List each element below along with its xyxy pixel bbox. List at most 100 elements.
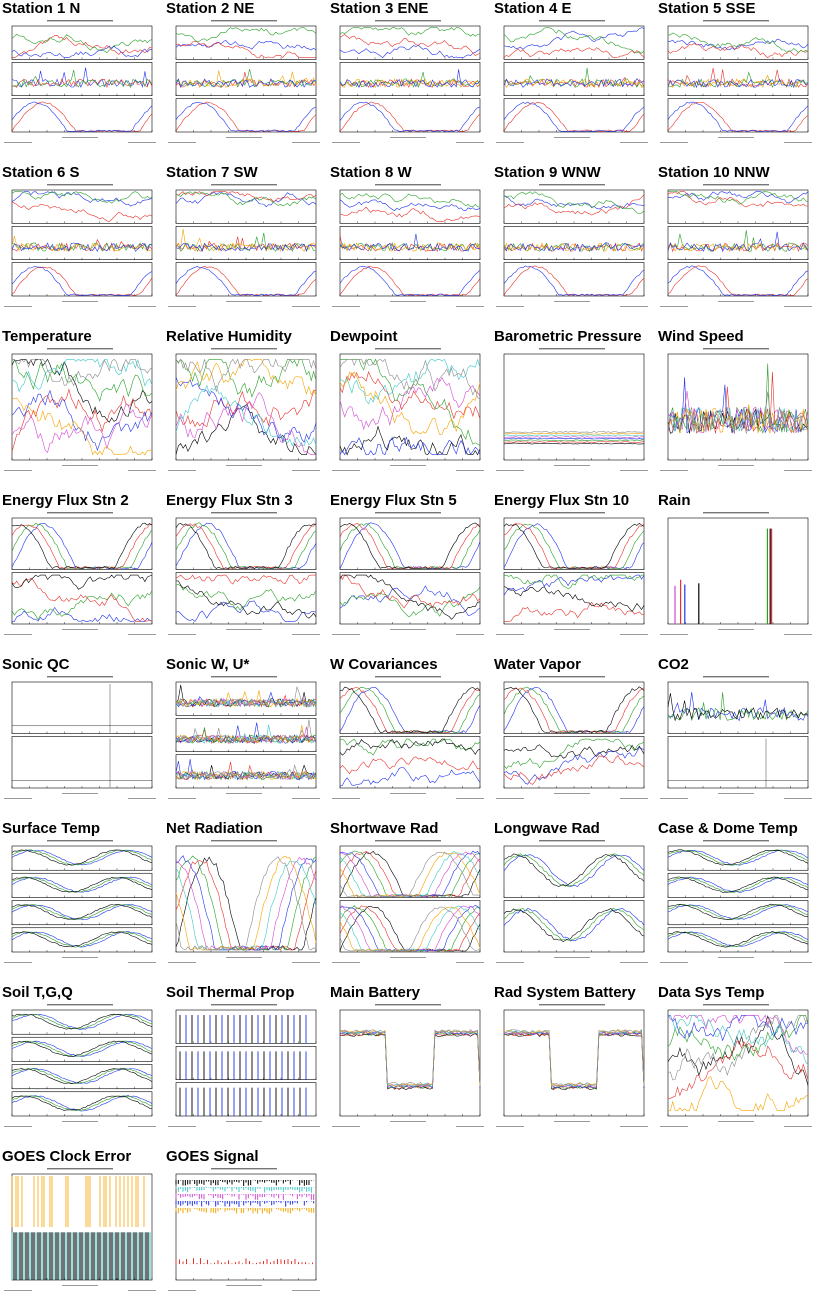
plot-title-link[interactable]: Soil Thermal Prop — [166, 984, 295, 1001]
trace-line — [339, 522, 481, 569]
trace-line — [339, 192, 481, 208]
plot-title-link[interactable]: Station 10 NNW — [658, 164, 770, 181]
plot-thumbnail[interactable] — [494, 674, 650, 802]
plot-title-link[interactable]: Data Sys Temp — [658, 984, 765, 1001]
plot-thumbnail[interactable] — [166, 510, 322, 638]
plot-thumbnail[interactable] — [658, 18, 814, 146]
plot-title-link[interactable]: Energy Flux Stn 5 — [330, 492, 457, 509]
plot-thumbnail[interactable] — [330, 1002, 486, 1130]
plot-title-link[interactable]: Dewpoint — [330, 328, 398, 345]
trace-line — [503, 27, 645, 54]
plot-thumbnail[interactable] — [658, 182, 814, 310]
plot-thumbnail[interactable] — [658, 674, 814, 802]
plot-title-link[interactable]: Surface Temp — [2, 820, 101, 837]
plot-tile: Energy Flux Stn 3 — [164, 492, 324, 642]
plot-title-link[interactable]: Energy Flux Stn 2 — [2, 492, 129, 509]
plot-title-link[interactable]: Station 4 E — [494, 0, 572, 17]
plot-image — [168, 676, 320, 799]
plot-thumbnail[interactable] — [166, 18, 322, 146]
plot-thumbnail[interactable] — [658, 838, 814, 966]
plot-thumbnail[interactable] — [2, 510, 158, 638]
plot-thumbnail[interactable] — [2, 18, 158, 146]
trace-line — [339, 371, 481, 420]
plot-thumbnail[interactable] — [658, 1002, 814, 1130]
plot-title-link[interactable]: Station 5 SSE — [658, 0, 756, 17]
plot-title-link[interactable]: Net Radiation — [166, 820, 263, 837]
plot-title-link[interactable]: CO2 — [658, 656, 689, 673]
plot-thumbnail[interactable] — [2, 182, 158, 310]
plot-thumbnail[interactable] — [658, 346, 814, 474]
plot-image — [4, 676, 156, 799]
plot-title-link[interactable]: Station 7 SW — [166, 164, 258, 181]
plot-title-link[interactable]: Station 9 WNW — [494, 164, 601, 181]
plot-thumbnail[interactable] — [658, 510, 814, 638]
plot-thumbnail[interactable] — [330, 346, 486, 474]
trace-line — [175, 27, 317, 43]
plot-title-link[interactable]: Rad System Battery — [494, 984, 636, 1001]
plot-thumbnail[interactable] — [166, 1166, 322, 1294]
trace-line — [339, 1031, 481, 1089]
plot-title-link[interactable]: W Covariances — [330, 656, 438, 673]
plot-title-link[interactable]: Sonic W, U* — [166, 656, 250, 673]
plot-title-link[interactable]: Shortwave Rad — [330, 820, 439, 837]
plot-thumbnail[interactable] — [330, 18, 486, 146]
trace-line — [339, 266, 481, 296]
plot-thumbnail[interactable] — [2, 1166, 158, 1294]
plot-title-link[interactable]: Soil T,G,Q — [2, 984, 73, 1001]
plot-title-link[interactable]: Relative Humidity — [166, 328, 292, 345]
trace-line — [667, 876, 809, 893]
plot-thumbnail[interactable] — [166, 674, 322, 802]
trace-line — [12, 238, 153, 252]
plot-tile: Station 6 S — [0, 164, 160, 314]
plot-title-link[interactable]: Barometric Pressure — [494, 328, 642, 345]
plot-thumbnail[interactable] — [494, 18, 650, 146]
panel-frame — [339, 25, 481, 60]
plot-image — [496, 348, 648, 471]
trace-line — [339, 358, 481, 405]
plot-title-link[interactable]: Sonic QC — [2, 656, 70, 673]
plot-image — [332, 676, 484, 799]
plot-title-link[interactable]: Station 6 S — [2, 164, 80, 181]
plot-title-link[interactable]: Temperature — [2, 328, 92, 345]
plot-thumbnail[interactable] — [330, 182, 486, 310]
trace-line — [667, 265, 809, 296]
plot-thumbnail[interactable] — [330, 510, 486, 638]
plot-thumbnail[interactable] — [494, 346, 650, 474]
trace-line — [667, 391, 809, 435]
plot-title-link[interactable]: Main Battery — [330, 984, 421, 1001]
plot-title-link[interactable]: Case & Dome Temp — [658, 820, 798, 837]
plot-thumbnail[interactable] — [494, 838, 650, 966]
plot-thumbnail[interactable] — [2, 1002, 158, 1130]
plot-thumbnail[interactable] — [166, 838, 322, 966]
plot-thumbnail[interactable] — [2, 674, 158, 802]
plot-title-link[interactable]: Energy Flux Stn 3 — [166, 492, 293, 509]
plot-thumbnail[interactable] — [2, 838, 158, 966]
plot-thumbnail[interactable] — [330, 838, 486, 966]
trace-line — [175, 855, 317, 951]
plot-title-link[interactable]: Energy Flux Stn 10 — [494, 492, 630, 509]
plot-title-link[interactable]: Station 3 ENE — [330, 0, 429, 17]
plot-title-link[interactable]: Station 1 N — [2, 0, 81, 17]
plot-title-link[interactable]: Rain — [658, 492, 691, 509]
panel-frame — [11, 98, 153, 133]
plot-title-link[interactable]: GOES Signal — [166, 1148, 259, 1165]
plot-image — [660, 840, 812, 963]
plot-title-link[interactable]: Water Vapor — [494, 656, 581, 673]
plot-title-link[interactable]: Station 2 NE — [166, 0, 255, 17]
plot-thumbnail[interactable] — [494, 182, 650, 310]
plot-title-link[interactable]: Longwave Rad — [494, 820, 600, 837]
trace-line — [11, 876, 153, 893]
trace-line — [339, 233, 481, 252]
plot-title-link[interactable]: Station 8 W — [330, 164, 412, 181]
plot-title-link[interactable]: Wind Speed — [658, 328, 744, 345]
plot-thumbnail[interactable] — [166, 1002, 322, 1130]
plot-thumbnail[interactable] — [494, 510, 650, 638]
trace-line — [339, 101, 481, 132]
trace-line — [339, 358, 481, 400]
plot-thumbnail[interactable] — [166, 182, 322, 310]
plot-thumbnail[interactable] — [494, 1002, 650, 1130]
plot-thumbnail[interactable] — [330, 674, 486, 802]
plot-thumbnail[interactable] — [166, 346, 322, 474]
plot-thumbnail[interactable] — [2, 346, 158, 474]
plot-title-link[interactable]: GOES Clock Error — [2, 1148, 132, 1165]
